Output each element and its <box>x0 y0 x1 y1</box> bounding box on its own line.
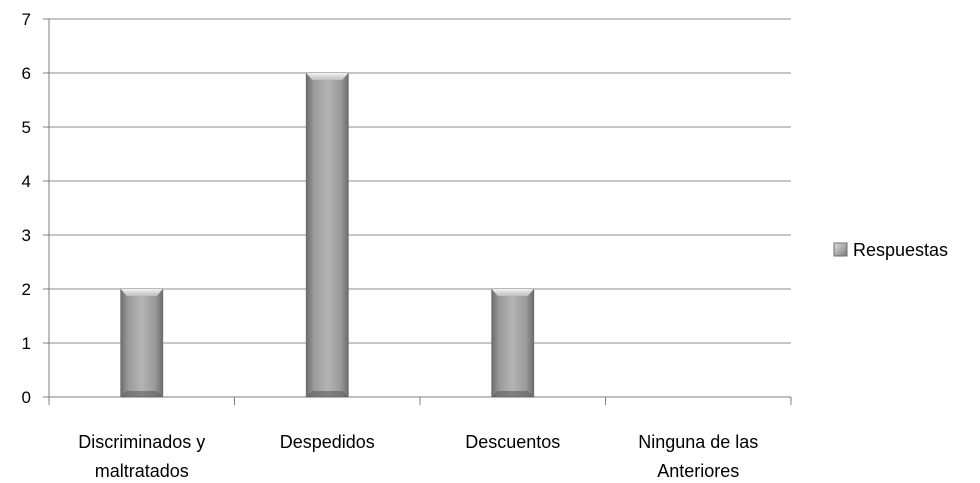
y-tick-label: 4 <box>22 172 31 191</box>
y-tick-label: 3 <box>22 226 31 245</box>
legend: Respuestas <box>833 240 948 260</box>
legend-swatch <box>833 242 848 257</box>
x-category-label: Discriminados y maltratados <box>78 432 205 481</box>
x-category-label: Ninguna de las Anteriores <box>638 432 758 481</box>
y-tick-label: 6 <box>22 64 31 83</box>
y-tick-label: 2 <box>22 280 31 299</box>
x-category-label: Descuentos <box>465 432 560 452</box>
bar <box>491 288 535 398</box>
x-category-labels: Discriminados y maltratados Despedidos Desc… <box>78 432 758 481</box>
y-tick-label: 1 <box>22 334 31 353</box>
axes <box>43 18 792 405</box>
x-category-label: Despedidos <box>280 432 375 452</box>
y-tick-labels: 0 1 2 3 4 5 6 7 <box>22 10 31 407</box>
bar <box>305 72 349 398</box>
grid-lines <box>49 18 791 344</box>
bars <box>120 72 535 398</box>
legend-label: Respuestas <box>853 240 948 260</box>
bar <box>120 288 164 398</box>
y-tick-label: 7 <box>22 10 31 29</box>
y-tick-label: 5 <box>22 118 31 137</box>
y-tick-label: 0 <box>22 388 31 407</box>
